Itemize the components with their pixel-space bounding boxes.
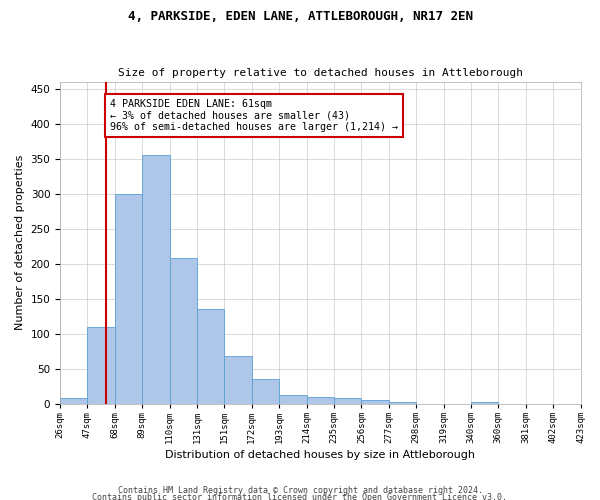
Bar bbox=[334, 398, 361, 404]
Text: 4, PARKSIDE, EDEN LANE, ATTLEBOROUGH, NR17 2EN: 4, PARKSIDE, EDEN LANE, ATTLEBOROUGH, NR… bbox=[128, 10, 473, 23]
Bar bbox=[279, 395, 307, 404]
Text: Contains public sector information licensed under the Open Government Licence v3: Contains public sector information licen… bbox=[92, 494, 508, 500]
Bar bbox=[142, 155, 170, 404]
Bar bbox=[389, 402, 416, 404]
Bar bbox=[471, 402, 499, 404]
Text: Contains HM Land Registry data © Crown copyright and database right 2024.: Contains HM Land Registry data © Crown c… bbox=[118, 486, 482, 495]
Bar bbox=[197, 310, 224, 404]
Text: 4 PARKSIDE EDEN LANE: 61sqm
← 3% of detached houses are smaller (43)
96% of semi: 4 PARKSIDE EDEN LANE: 61sqm ← 3% of deta… bbox=[110, 99, 398, 132]
X-axis label: Distribution of detached houses by size in Attleborough: Distribution of detached houses by size … bbox=[165, 450, 475, 460]
Bar bbox=[252, 378, 279, 404]
Title: Size of property relative to detached houses in Attleborough: Size of property relative to detached ho… bbox=[118, 68, 523, 78]
Y-axis label: Number of detached properties: Number of detached properties bbox=[15, 155, 25, 330]
Bar bbox=[170, 258, 197, 404]
Bar bbox=[307, 397, 334, 404]
Bar bbox=[115, 194, 142, 404]
Bar bbox=[224, 356, 252, 404]
Bar bbox=[88, 327, 115, 404]
Bar bbox=[361, 400, 389, 404]
Bar bbox=[60, 398, 88, 404]
